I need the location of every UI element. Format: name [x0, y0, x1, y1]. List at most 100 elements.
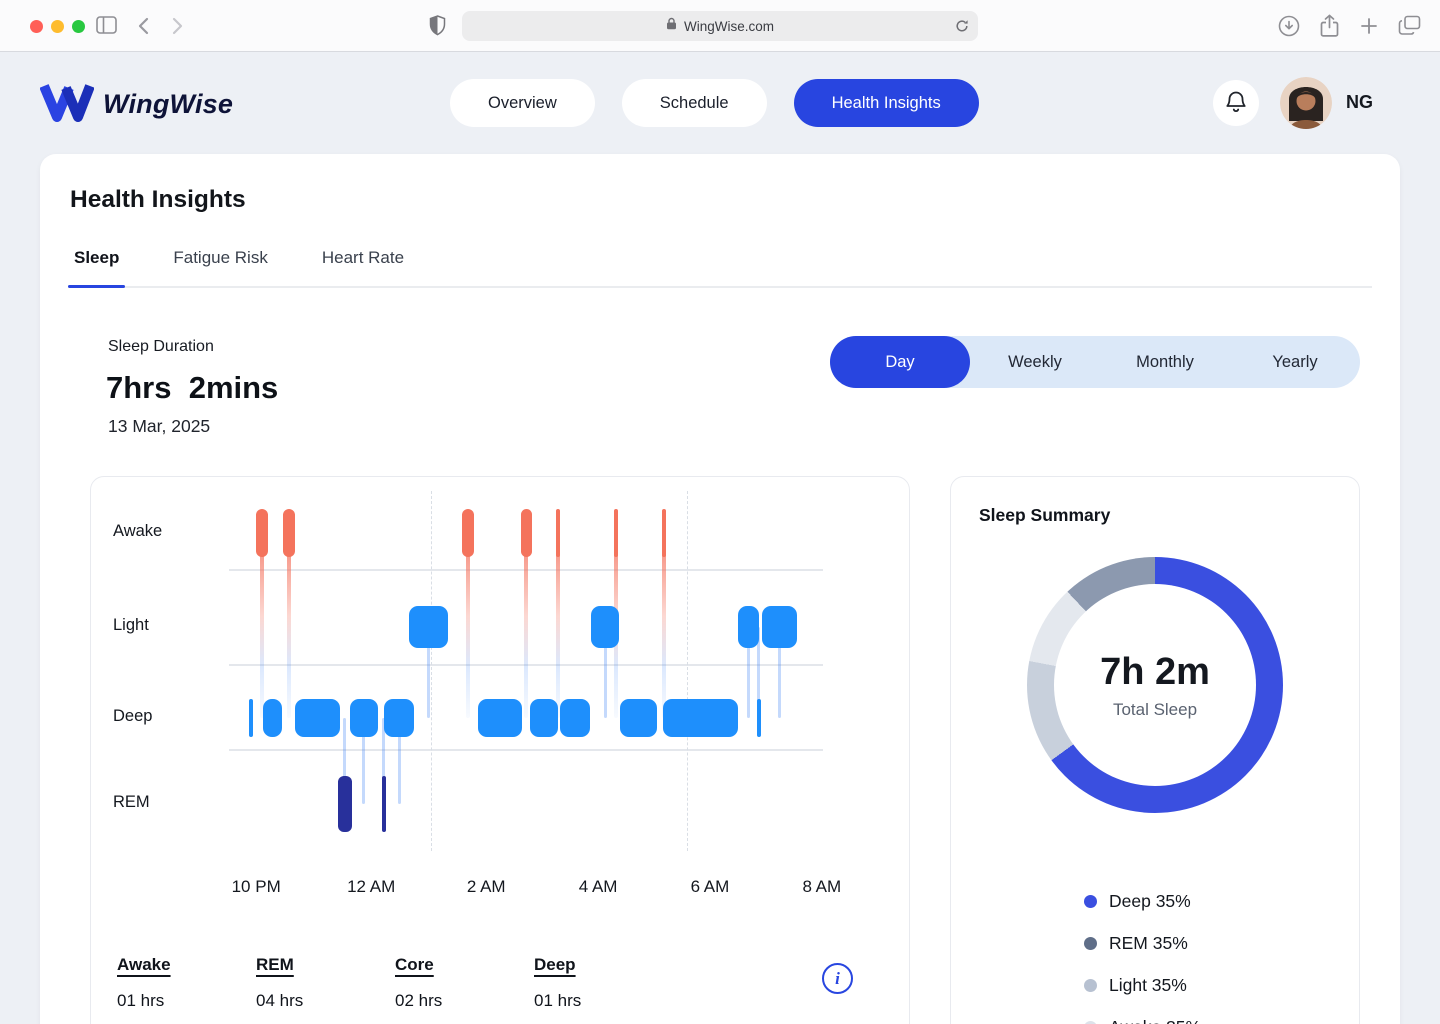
forward-icon[interactable]: [172, 17, 183, 35]
stat-label: Core: [395, 955, 434, 974]
segment-awake: [256, 509, 269, 557]
stat-label: Deep: [534, 955, 576, 974]
sleep-stats: Awake 01 hrs REM 04 hrs Core 02 hrs Deep 01 hrs: [117, 955, 673, 1011]
url-bar[interactable]: WingWise.com: [462, 11, 978, 41]
deep-dot: [1084, 895, 1097, 908]
close-window-button[interactable]: [30, 20, 43, 33]
legend-label: Awake 35%: [1109, 1017, 1201, 1024]
legend-label: Deep 35%: [1109, 891, 1191, 911]
range-day[interactable]: Day: [830, 336, 970, 388]
avatar[interactable]: [1280, 77, 1332, 129]
downloads-icon[interactable]: [1278, 15, 1300, 37]
stat-awake: Awake 01 hrs: [117, 955, 256, 1011]
stat-core: Core 02 hrs: [395, 955, 534, 1011]
segment-light: [738, 606, 759, 648]
awake-trail: [466, 533, 471, 718]
rem-dot: [1084, 937, 1097, 950]
segment-awake: [556, 509, 561, 557]
x-tick-8-am: 8 AM: [802, 877, 842, 896]
stat-value: 04 hrs: [256, 991, 304, 1010]
legend-light: Light 35%: [1084, 973, 1201, 998]
sleep-donut-chart: [1027, 557, 1283, 813]
stage-connector: [427, 627, 431, 718]
lock-icon: [666, 17, 677, 35]
segment-deep: [384, 699, 414, 737]
primary-nav: Overview Schedule Health Insights: [450, 79, 979, 127]
share-icon[interactable]: [1320, 14, 1339, 38]
legend-label: Light 35%: [1109, 975, 1187, 995]
sleep-duration-date: 13 Mar, 2025: [108, 416, 211, 436]
segment-deep: [530, 699, 558, 737]
sleep-duration-value: 7hrs 2mins: [106, 370, 279, 405]
sleep-stages-card: 10 PM 12 AM 2 AM 4 AM 6 AM 8 AM Awake 01 hrs RE…: [90, 476, 910, 1024]
stage-label-rem: REM: [113, 793, 150, 811]
refresh-icon[interactable]: [955, 19, 969, 36]
tab-heart-rate[interactable]: Heart Rate: [320, 248, 406, 286]
range-yearly[interactable]: Yearly: [1230, 336, 1360, 388]
segment-awake: [613, 509, 618, 557]
notifications-button[interactable]: [1213, 80, 1259, 126]
legend-awake: Awake 35%: [1084, 1015, 1201, 1024]
x-tick-2-am: 2 AM: [466, 877, 506, 896]
segment-deep: [263, 699, 283, 737]
x-axis: 10 PM 12 AM 2 AM 4 AM 6 AM 8 AM: [229, 877, 861, 901]
range-monthly[interactable]: Monthly: [1100, 336, 1230, 388]
stage-connector: [603, 627, 607, 718]
stage-label-light: Light: [113, 616, 149, 634]
segment-rem: [381, 776, 386, 832]
window-controls: [30, 20, 85, 33]
wingwise-logo-icon: [39, 82, 95, 127]
x-tick-12-am: 12 AM: [347, 877, 396, 896]
total-sleep-label: Total Sleep: [1112, 699, 1198, 719]
range-weekly[interactable]: Weekly: [970, 336, 1100, 388]
tab-fatigue-risk[interactable]: Fatigue Risk: [171, 248, 269, 286]
zoom-window-button[interactable]: [72, 20, 85, 33]
x-tick-10-pm: 10 PM: [231, 877, 281, 896]
stat-value: 01 hrs: [117, 991, 165, 1010]
segment-rem: [337, 776, 352, 832]
nav-schedule[interactable]: Schedule: [621, 79, 767, 127]
stage-connector: [397, 718, 401, 804]
tab-overview-icon[interactable]: [1398, 15, 1421, 36]
main-card: Health Insights Sleep Fatigue Risk Heart R…: [40, 154, 1400, 1024]
donut-legend: Deep 35% REM 35% Light 35% Awake 35%: [1084, 889, 1201, 1024]
awake-trail: [286, 533, 291, 718]
stat-rem: REM 04 hrs: [256, 955, 395, 1011]
nav-health-insights[interactable]: Health Insights: [793, 79, 979, 127]
segment-light: [591, 606, 619, 648]
brand-name: WingWise: [103, 89, 234, 119]
grid-vline: [687, 491, 689, 851]
segment-deep: [559, 699, 591, 737]
awake-trail: [661, 533, 666, 718]
total-sleep-value: 7h 2m: [1100, 650, 1210, 693]
segment-deep: [756, 699, 761, 737]
segment-deep: [478, 699, 523, 737]
awake-trail: [524, 533, 529, 718]
segment-deep: [294, 699, 340, 737]
tab-sleep[interactable]: Sleep: [67, 248, 126, 288]
x-tick-4-am: 4 AM: [578, 877, 618, 896]
range-toggle: Day Weekly Monthly Yearly: [830, 336, 1360, 388]
info-icon[interactable]: i: [822, 963, 853, 994]
segment-awake: [661, 509, 666, 557]
new-tab-icon[interactable]: [1360, 17, 1378, 35]
page-tabs: Sleep Fatigue Risk Heart Rate: [67, 248, 1372, 288]
sidebar-toggle-icon[interactable]: [96, 16, 117, 34]
awake-trail: [260, 533, 265, 718]
browser-chrome: WingWise.com: [0, 0, 1440, 52]
user-initials: NG: [1346, 92, 1373, 112]
back-icon[interactable]: [138, 17, 149, 35]
summary-title: Sleep Summary: [979, 505, 1111, 525]
stage-connector: [343, 718, 347, 804]
minimize-window-button[interactable]: [51, 20, 64, 33]
brand[interactable]: WingWise: [39, 82, 234, 127]
segment-deep: [350, 699, 378, 737]
segment-deep: [249, 699, 254, 737]
grid-vline: [431, 491, 433, 851]
privacy-shield-icon[interactable]: [429, 15, 446, 36]
legend-label: REM 35%: [1109, 933, 1188, 953]
nav-overview[interactable]: Overview: [450, 79, 595, 127]
stage-connector: [747, 627, 750, 718]
stage-label-deep: Deep: [113, 707, 153, 725]
